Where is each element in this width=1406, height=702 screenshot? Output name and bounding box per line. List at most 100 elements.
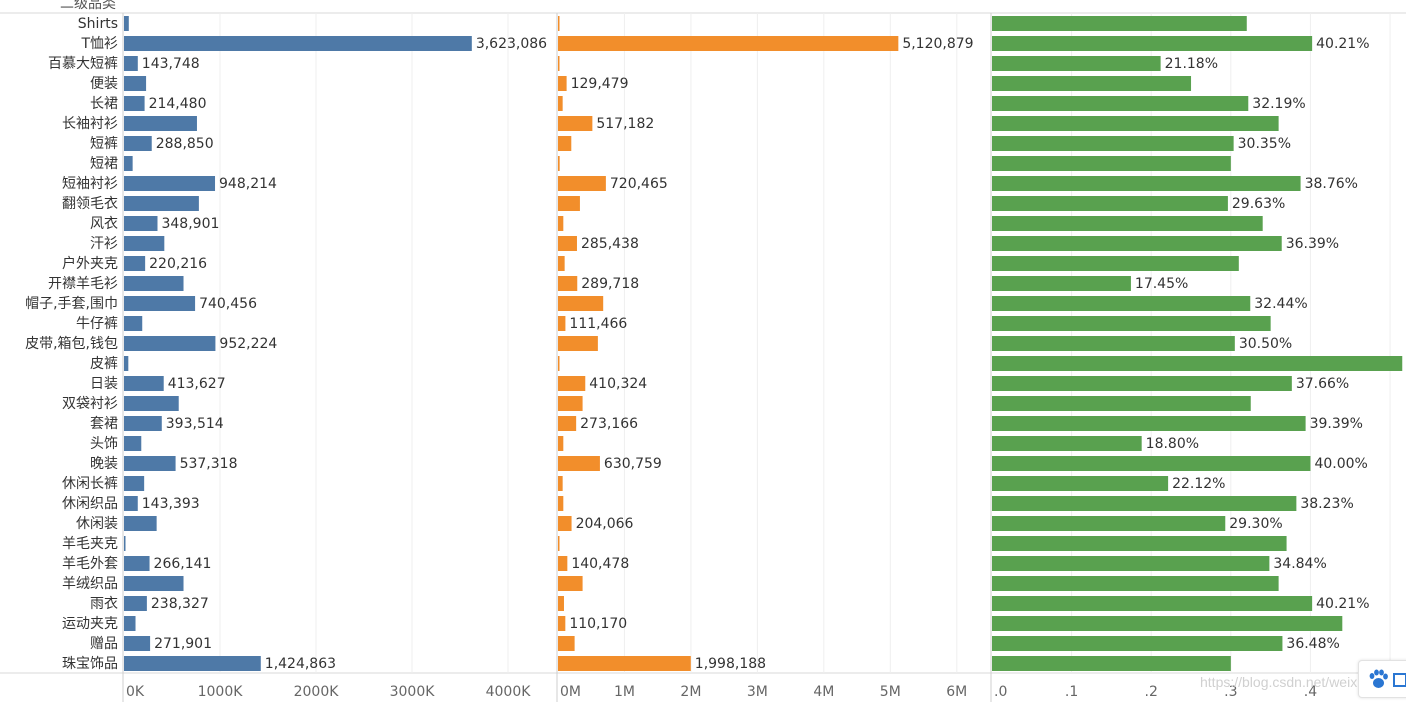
data-label: 1,998,188 [695,656,766,672]
data-label: 948,214 [219,176,277,192]
bar [124,456,176,471]
bar [124,516,157,531]
panel-2: 0M 1M 2M 3M 4M 5M 6M 5,120,879 129,479 517,182 720… [558,16,974,700]
bar [992,296,1251,311]
category-label: 皮裤 [90,356,118,372]
bar [992,156,1231,171]
data-label: 129,479 [571,76,629,92]
data-label: 37.66% [1296,376,1349,392]
bar [992,356,1403,371]
data-label: 34.84% [1273,556,1326,572]
bar [124,276,184,291]
category-label: 日装 [90,376,118,392]
axis-tick-label: 2M [680,684,701,700]
axis-tick-label: 3M [747,684,768,700]
axis-tick-label: 6M [946,684,967,700]
bar [558,296,604,311]
category-label: 长袖衬衫 [62,116,118,132]
category-label: 汗衫 [90,236,118,252]
data-label: 17.45% [1135,276,1188,292]
bar [124,176,216,191]
data-label: 111,466 [569,316,627,332]
bar [558,636,575,651]
bar [124,476,145,491]
bar [558,136,572,151]
category-label: 运动夹克 [62,616,118,632]
bar [558,576,583,591]
bar [992,336,1235,351]
bar [124,596,147,611]
category-label: 头饰 [90,436,118,452]
bar [124,376,164,391]
data-label: 413,627 [168,376,226,392]
bar [124,236,165,251]
data-label: 285,438 [581,236,639,252]
axis-tick-label: .2 [1145,684,1158,700]
bar [124,656,261,671]
axis-tick-label: .0 [994,684,1007,700]
bar [992,256,1239,271]
bar [558,556,568,571]
bar [558,596,564,611]
bar [124,356,129,371]
bar [992,596,1313,611]
bar [992,316,1271,331]
data-label: 5,120,879 [902,36,973,52]
bar [992,76,1192,91]
category-label: 便装 [90,76,118,92]
bar [558,276,578,291]
data-label: 40.21% [1316,36,1369,52]
data-label: 38.76% [1305,176,1358,192]
bar [992,196,1228,211]
data-label: 952,224 [219,336,277,352]
bar [124,156,133,171]
panel-1: 0K 1000K 2000K 3000K 4000K 3,623,086 143,748 21… [124,16,547,700]
data-label: 220,216 [149,256,207,272]
corner-widget[interactable] [1358,660,1406,698]
square-icon [1393,673,1406,687]
category-label: 羊毛外套 [62,556,118,572]
watermark-text: https://blog.csdn.net/weixin_4... [1200,674,1396,690]
data-label: 18.80% [1146,436,1199,452]
data-label: 537,318 [180,456,238,472]
bar [558,316,566,331]
bar [992,236,1282,251]
data-label: 30.50% [1239,336,1292,352]
data-label: 740,456 [199,296,257,312]
data-label: 32.44% [1254,296,1307,312]
bar [992,396,1251,411]
data-label: 29.63% [1232,196,1285,212]
bar [558,76,567,91]
category-label: Shirts [78,16,118,32]
data-label: 36.39% [1286,236,1339,252]
bar [558,456,600,471]
category-label: 晚装 [90,456,118,472]
bar [124,36,472,51]
data-label: 630,759 [604,456,662,472]
category-label: 羊绒织品 [62,576,118,592]
bar [558,656,691,671]
category-label: 短袖衬衫 [62,176,118,192]
category-label: 休闲长裤 [62,476,118,492]
bar [558,56,560,71]
axis-tick-label: 0M [560,684,581,700]
data-label: 410,324 [589,376,647,392]
category-label: 套裙 [90,416,118,432]
bar [992,476,1169,491]
bar [124,296,196,311]
data-label: 30.35% [1238,136,1291,152]
bar [992,416,1306,431]
bar [558,176,606,191]
bar [558,16,560,31]
data-label: 29.30% [1229,516,1282,532]
bar [992,576,1279,591]
data-label: 40.21% [1316,596,1369,612]
axis-tick-label: 2000K [294,684,340,700]
data-label: 39.39% [1310,416,1363,432]
bar [558,196,580,211]
bar [124,496,138,511]
data-label: 32.19% [1252,96,1305,112]
category-label: 百慕大短裤 [48,56,118,72]
category-label: 珠宝饰品 [62,656,118,672]
bar [558,416,577,431]
